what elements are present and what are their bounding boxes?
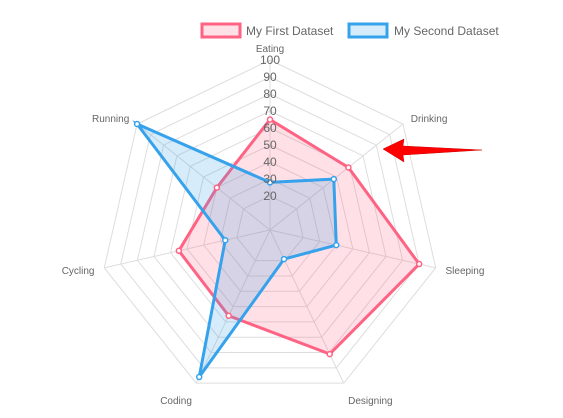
grid-ring-60 xyxy=(170,127,370,323)
radar-grid xyxy=(103,59,437,384)
radial-ticks: 20 30 40 50 60 70 80 90 100 xyxy=(260,53,280,203)
data-point-my-first-dataset-coding[interactable] xyxy=(225,312,232,320)
data-point-my-second-dataset-cycling[interactable] xyxy=(222,236,229,244)
axis-line-running xyxy=(136,123,271,231)
tick-label-80: 80 xyxy=(263,87,277,101)
data-point-my-first-dataset-drinking[interactable] xyxy=(345,164,352,171)
axis-label-sleeping: Sleeping xyxy=(445,266,484,277)
axis-line-cycling xyxy=(104,229,271,269)
legend-label-first-dataset[interactable]: My First Dataset xyxy=(246,24,334,38)
data-point-my-second-dataset-eating[interactable] xyxy=(266,179,274,186)
grid-ring-40 xyxy=(203,161,337,292)
data-point-my-first-dataset-eating[interactable] xyxy=(266,116,274,123)
axis-label-drinking: Drinking xyxy=(411,114,448,125)
radar-series xyxy=(132,116,423,381)
tick-label-90: 90 xyxy=(263,70,277,84)
tick-label-30: 30 xyxy=(263,172,277,186)
series-area-my-first-dataset xyxy=(177,117,422,356)
legend: My First Dataset My Second Dataset xyxy=(200,22,499,39)
axis-label-running: Running xyxy=(92,114,129,125)
legend-label-second-dataset[interactable]: My Second Dataset xyxy=(394,24,499,38)
data-point-my-second-dataset-coding[interactable] xyxy=(195,373,203,381)
grid-ring-80 xyxy=(136,93,404,354)
annotations xyxy=(382,138,483,163)
axis-label-eating: Eating xyxy=(256,44,284,55)
axis-label-coding: Coding xyxy=(160,396,192,407)
tick-label-100: 100 xyxy=(260,53,280,67)
data-point-my-first-dataset-running[interactable] xyxy=(213,184,221,191)
tick-label-20: 20 xyxy=(263,189,277,203)
data-point-my-second-dataset-running[interactable] xyxy=(133,120,141,128)
axis-label-cycling: Cycling xyxy=(62,266,95,277)
axis-line-drinking xyxy=(269,123,404,231)
data-point-my-second-dataset-sleeping[interactable] xyxy=(333,241,340,249)
data-point-my-first-dataset-cycling[interactable] xyxy=(175,247,183,255)
legend-swatch-first-dataset[interactable] xyxy=(200,22,242,39)
grid-ring-20 xyxy=(236,195,304,262)
tick-label-40: 40 xyxy=(263,155,277,169)
tick-label-50: 50 xyxy=(263,138,277,152)
data-point-my-second-dataset-designing[interactable] xyxy=(280,255,288,263)
grid-ring-50 xyxy=(186,144,354,308)
data-point-my-first-dataset-designing[interactable] xyxy=(326,350,333,358)
tick-label-70: 70 xyxy=(263,104,277,118)
axis-line-coding xyxy=(195,229,271,384)
data-point-my-first-dataset-sleeping[interactable] xyxy=(415,260,423,268)
grid-ring-30 xyxy=(219,178,321,277)
axis-labels: Eating Drinking Sleeping Designing Coding Cyc… xyxy=(62,44,485,407)
legend-swatch-second-dataset[interactable] xyxy=(347,22,389,39)
series-area-my-second-dataset xyxy=(132,120,338,378)
axis-line-designing xyxy=(269,229,345,384)
annotation-arrow xyxy=(382,138,483,163)
axis-line-sleeping xyxy=(269,229,436,269)
axis-label-designing: Designing xyxy=(348,396,392,407)
tick-label-60: 60 xyxy=(263,121,277,135)
data-point-my-second-dataset-drinking[interactable] xyxy=(330,175,338,183)
